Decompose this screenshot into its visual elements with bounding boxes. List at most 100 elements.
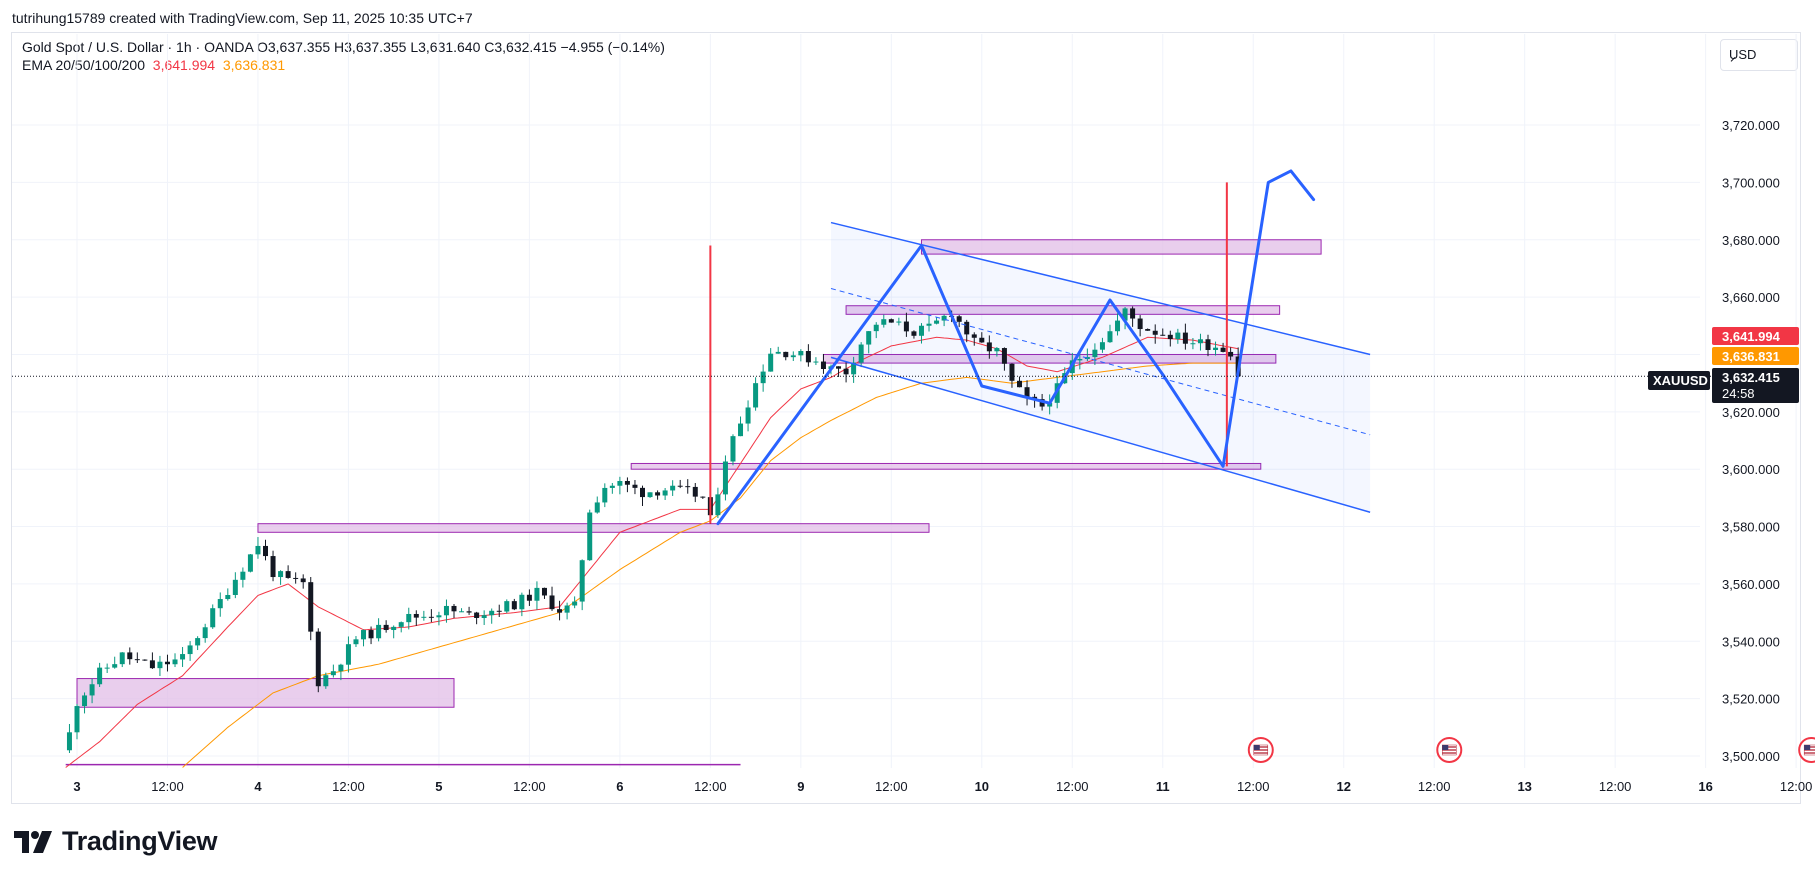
time-tick-label: 10 [975,779,989,794]
candle-body [82,695,88,707]
chart-attribution: tutrihung15789 created with TradingView.… [12,10,473,26]
candle-body [1152,330,1158,335]
sr-zone [920,239,1322,255]
candle-body [918,325,924,336]
candle-body [104,667,110,669]
candle-body [903,321,909,332]
symbol-legend[interactable]: Gold Spot / U.S. Dollar · 1h · OANDA O3,… [22,39,665,55]
tradingview-logo-icon [14,830,52,853]
candle-body [994,348,1000,352]
candle-body [1205,339,1211,350]
candle-body [700,496,706,498]
candle-body [579,560,585,602]
svg-text:3,636.831: 3,636.831 [1722,349,1780,364]
channel-fill [831,222,1371,513]
us-flag-icon[interactable] [1247,737,1274,763]
candle-body [783,351,789,358]
candle-body [941,315,947,321]
us-flag-icon[interactable] [1798,737,1815,763]
tradingview-logo[interactable]: TradingView [14,826,218,857]
candle-body [398,622,404,627]
candle-body [888,319,894,323]
candle-body [1107,331,1113,343]
candle-body [247,554,253,572]
candle-body [187,645,193,655]
candle-body [617,480,623,486]
ema20-legend-value: 3,641.994 [152,57,216,73]
candle-body [413,613,419,618]
candle-body [1167,334,1173,340]
price-tick-label: 3,680.000 [1722,233,1780,248]
candle-body [526,594,532,601]
candle-body [956,316,962,322]
candle-body [602,487,608,503]
price-tick-label: 3,560.000 [1722,577,1780,592]
candle-body [1092,349,1098,358]
us-flag-icon[interactable] [1436,737,1463,763]
candle-body [496,610,502,612]
symbol-price-label: XAUUSD [1648,371,1710,390]
candle-body [677,485,683,487]
candle-body [210,608,216,628]
candle-body [481,615,487,618]
currency-button[interactable]: USD [1720,39,1798,71]
ema-legend[interactable]: EMA 20/50/100/200 3,641.994 3,636.831 [22,57,285,73]
svg-text:24:58: 24:58 [1722,386,1755,401]
candle-body [1047,402,1053,407]
time-tick-label: 12:00 [513,779,546,794]
candle-body [1001,348,1007,364]
candle-body [300,578,306,583]
candle-body [112,664,118,668]
candle-body [195,638,201,646]
candle-body [692,486,698,497]
candle-body [813,361,819,363]
candle-body [1115,320,1121,332]
candle-body [330,671,336,676]
candle-body [285,571,291,578]
time-tick-label: 12:00 [694,779,727,794]
candle-body [383,624,389,631]
candle-body [624,480,630,485]
sr-zone [76,678,455,708]
candle-body [459,611,465,613]
candle-body [428,616,434,618]
chart-pane[interactable] [11,32,1801,804]
candle-body [745,407,751,424]
time-tick-label: 5 [435,779,442,794]
candle-body [489,610,495,616]
price-tick-label: 3,700.000 [1722,175,1780,190]
time-tick-label: 12:00 [332,779,365,794]
candle-body [436,615,442,618]
candle-body [1137,318,1143,330]
candle-body [986,342,992,352]
candle-body [97,667,103,685]
sr-zones [65,239,1322,766]
price-axis[interactable]: 3,500.000 3,520.000 3,540.000 3,560.000 3,58… [1722,56,1780,764]
candle-body [873,324,879,332]
candle-body [504,601,510,612]
price-tick-label: 3,600.000 [1722,462,1780,477]
candle-body [896,321,902,323]
svg-text:3,641.994: 3,641.994 [1722,329,1781,344]
candle-body [1220,347,1226,352]
time-tick-label: 4 [254,779,262,794]
candle-body [232,579,238,595]
time-tick-label: 11 [1156,779,1170,794]
time-tick-label: 6 [616,779,623,794]
candle-body [172,659,178,665]
candle-body [594,502,600,513]
tradingview-wordmark: TradingView [62,826,218,856]
ema50-price-label: 3,636.831 [1712,347,1799,365]
candle-body [858,344,864,363]
sr-zone [257,523,930,533]
time-axis[interactable]: 3 12:00 4 12:00 5 12:00 6 12:00 9 12:00 10 12:00 11 1… [73,779,1815,794]
candle-body [738,423,744,437]
economic-events[interactable] [1247,737,1815,763]
candle-body [443,605,449,616]
candle-body [345,644,351,665]
candle-body [338,664,344,672]
candle-body [971,334,977,338]
channel-area [831,222,1371,513]
candle-body [1197,339,1203,344]
